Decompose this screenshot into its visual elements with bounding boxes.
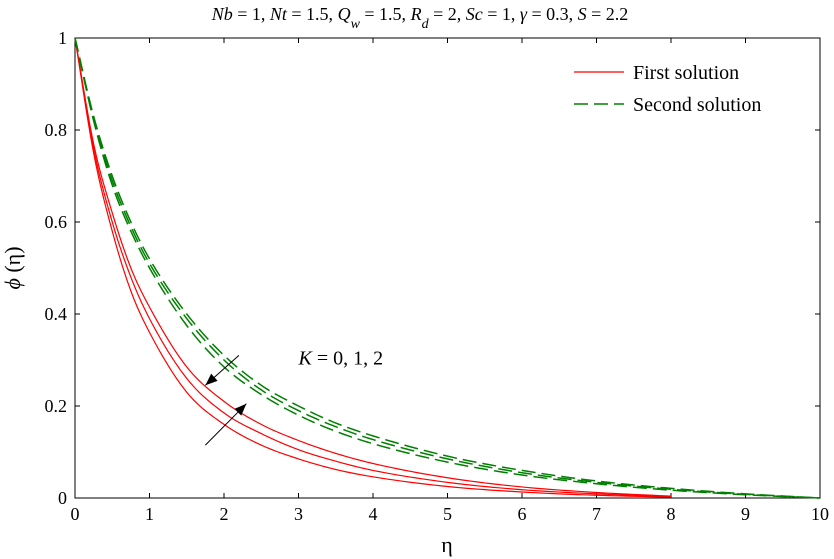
y-tick-label: 0.6 (45, 212, 68, 232)
x-tick-label: 7 (592, 504, 601, 524)
legend-label: First solution (633, 62, 739, 84)
y-axis-label: ϕ (η) (0, 246, 25, 289)
second-solution-curve-0 (74, 37, 821, 499)
second-solution-curve-2 (74, 37, 821, 499)
x-tick-label: 3 (294, 504, 303, 524)
x-tick-label: 5 (443, 504, 452, 524)
x-tick-label: 9 (741, 504, 750, 524)
annotation: K = 0, 1, 2 (205, 348, 383, 446)
second-solution-curve-1 (74, 37, 821, 499)
x-tick-label: 6 (518, 504, 527, 524)
y-tick-label: 1 (58, 28, 67, 48)
annotation-text: K = 0, 1, 2 (298, 348, 384, 370)
x-tick-label: 0 (71, 504, 80, 524)
chart-title-text: Nb = 1, Nt = 1.5, Qw = 1.5, Rd = 2, Sc =… (211, 4, 629, 32)
x-tick-label: 4 (369, 504, 378, 524)
first-solution-curve-0 (74, 37, 672, 498)
x-tick-label: 1 (145, 504, 154, 524)
first-solution-curve-1 (74, 37, 672, 498)
first-solution-curve-2 (74, 37, 672, 497)
chart-title: Nb = 1, Nt = 1.5, Qw = 1.5, Rd = 2, Sc =… (211, 4, 629, 32)
y-tick-label: 0.2 (45, 396, 68, 416)
y-tick-label: 0.4 (45, 304, 68, 324)
legend-label: Second solution (633, 94, 761, 116)
y-tick-label: 0.8 (45, 120, 68, 140)
legend: First solution Second solution (574, 62, 761, 116)
x-tick-label: 10 (811, 504, 829, 524)
annotation-arrowhead (205, 373, 218, 386)
series-layer (74, 37, 821, 499)
x-tick-label: 8 (667, 504, 676, 524)
y-tick-label: 0 (58, 488, 67, 508)
y-axis: 0 0.2 0.4 0.6 0.8 1 (45, 28, 820, 508)
x-tick-label: 2 (220, 504, 229, 524)
x-axis-label: η (441, 532, 453, 557)
annotation-arrowhead (234, 403, 247, 416)
